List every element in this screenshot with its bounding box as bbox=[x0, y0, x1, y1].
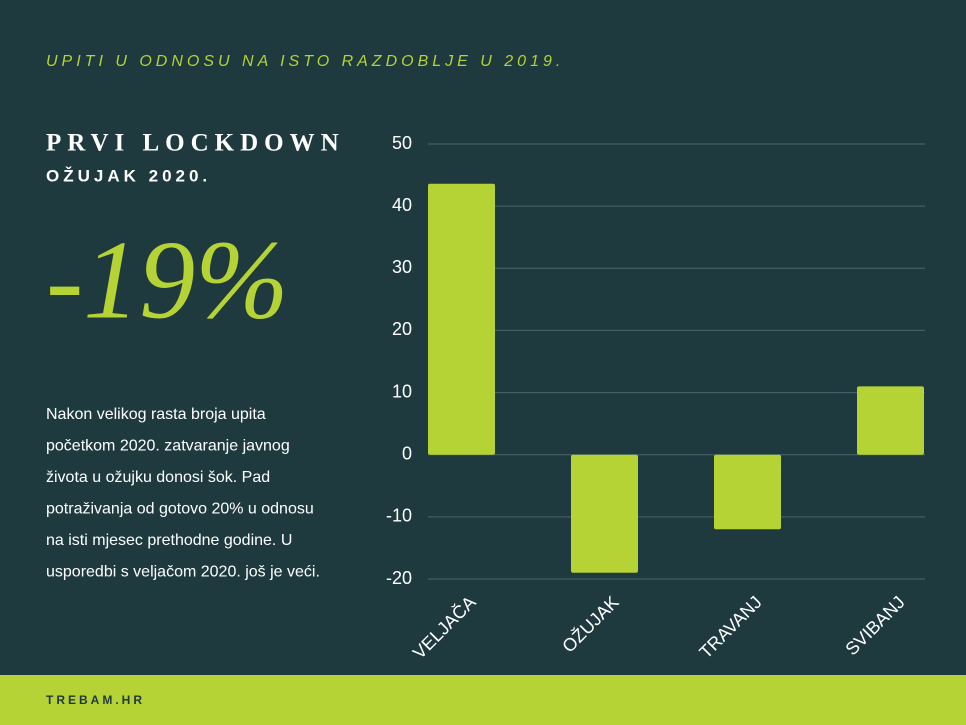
y-tick-label: 40 bbox=[392, 195, 412, 215]
y-tick-label: 0 bbox=[402, 443, 412, 463]
paragraph: Nakon velikog rasta broja upita početkom … bbox=[46, 406, 320, 581]
bar bbox=[428, 183, 495, 455]
text-line: života u ožujku donosi šok. Pad bbox=[46, 469, 270, 486]
text-line: usporedbi s veljačom 2020. još je veći. bbox=[46, 564, 320, 581]
text-line: početkom 2020. zatvaranje javnog bbox=[46, 438, 290, 455]
y-tick-label: 20 bbox=[392, 319, 412, 339]
footer-band bbox=[0, 675, 966, 725]
bar bbox=[857, 386, 924, 455]
text-line: na isti mjesec prethodne godine. U bbox=[46, 532, 292, 549]
heading: PRVI LOCKDOWN bbox=[46, 130, 345, 157]
subheading: OŽUJAK 2020. bbox=[46, 166, 211, 185]
chart-title: UPITI U ODNOSU NA ISTO RAZDOBLJE U 2019. bbox=[46, 53, 564, 70]
bar bbox=[571, 454, 638, 573]
text-line: potraživanja od gotovo 20% u odnosu bbox=[46, 501, 314, 518]
y-tick-label: -10 bbox=[386, 506, 412, 526]
big-number: -19% bbox=[46, 219, 289, 343]
y-tick-label: 30 bbox=[392, 257, 412, 277]
brand: TREBAM.HR bbox=[46, 693, 145, 707]
y-tick-label: 10 bbox=[392, 381, 412, 401]
bar bbox=[714, 454, 781, 530]
y-tick-label: 50 bbox=[392, 133, 412, 153]
text-line: Nakon velikog rasta broja upita bbox=[46, 406, 266, 423]
y-tick-label: -20 bbox=[386, 568, 412, 588]
